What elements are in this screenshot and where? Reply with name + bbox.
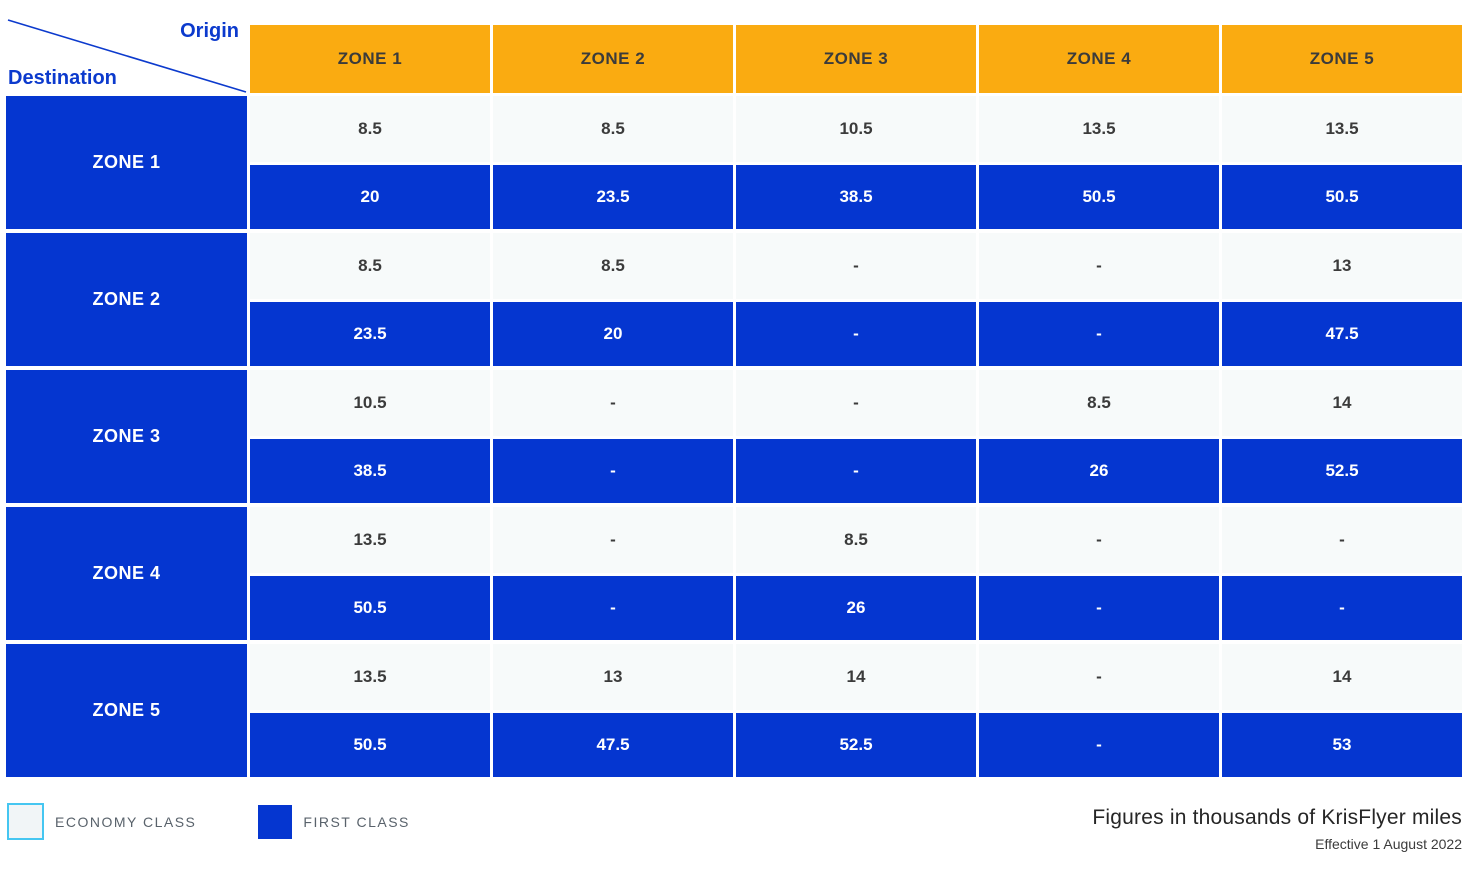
economy-cell: - — [736, 370, 976, 436]
economy-cell: - — [979, 507, 1219, 573]
column-header-zone2: ZONE 2 — [493, 25, 733, 93]
first-class-cell: 23.5 — [493, 165, 733, 229]
footnote-effective-date: Effective 1 August 2022 — [1315, 836, 1462, 852]
row-header-zone1: ZONE 1 — [6, 96, 247, 229]
economy-row: 8.5 8.5 - - 13 — [247, 233, 1462, 299]
first-class-row: 38.5 - - 26 52.5 — [247, 439, 1462, 503]
economy-cell: 8.5 — [250, 96, 490, 162]
economy-cell: 8.5 — [493, 233, 733, 299]
row-header-zone5: ZONE 5 — [6, 644, 247, 777]
first-class-cell: 47.5 — [1222, 302, 1462, 366]
first-class-legend-swatch — [258, 804, 293, 839]
first-class-row: 23.5 20 - - 47.5 — [247, 302, 1462, 366]
economy-cell: - — [1222, 507, 1462, 573]
first-class-cell: - — [979, 576, 1219, 640]
economy-cell: - — [979, 233, 1219, 299]
first-class-row: 50.5 47.5 52.5 - 53 — [247, 713, 1462, 777]
first-class-row: 50.5 - 26 - - — [247, 576, 1462, 640]
economy-cell: - — [493, 507, 733, 573]
miles-table: Origin Destination ZONE 1 ZONE 2 ZONE 3 … — [6, 0, 1462, 777]
first-class-cell: 50.5 — [1222, 165, 1462, 229]
first-class-cell: 50.5 — [979, 165, 1219, 229]
first-class-cell: - — [979, 713, 1219, 777]
first-class-cell: 20 — [250, 165, 490, 229]
economy-legend-label: ECONOMY CLASS — [55, 813, 197, 830]
first-class-cell: 38.5 — [250, 439, 490, 503]
economy-cell: 14 — [1222, 644, 1462, 710]
first-class-cell: 26 — [979, 439, 1219, 503]
first-class-cell: - — [493, 576, 733, 640]
diagonal-line — [7, 19, 247, 93]
economy-legend-swatch — [7, 803, 44, 840]
row-header-zone4: ZONE 4 — [6, 507, 247, 640]
column-header-zone3: ZONE 3 — [736, 25, 976, 93]
economy-cell: - — [736, 233, 976, 299]
column-header-zone1: ZONE 1 — [250, 25, 490, 93]
economy-cell: 8.5 — [979, 370, 1219, 436]
economy-cell: 8.5 — [250, 233, 490, 299]
first-class-cell: - — [979, 302, 1219, 366]
first-class-cell: 23.5 — [250, 302, 490, 366]
footnote: Figures in thousands of KrisFlyer miles … — [1092, 803, 1462, 852]
economy-cell: 13.5 — [250, 507, 490, 573]
first-class-cell: 20 — [493, 302, 733, 366]
economy-cell: - — [979, 644, 1219, 710]
first-class-cell: 38.5 — [736, 165, 976, 229]
first-class-cell: - — [736, 439, 976, 503]
economy-row: 13.5 - 8.5 - - — [247, 507, 1462, 573]
economy-row: 10.5 - - 8.5 14 — [247, 370, 1462, 436]
row-header-zone2: ZONE 2 — [6, 233, 247, 366]
economy-row: 8.5 8.5 10.5 13.5 13.5 — [247, 96, 1462, 162]
first-class-cell: - — [493, 439, 733, 503]
first-class-cell: - — [1222, 576, 1462, 640]
economy-cell: - — [493, 370, 733, 436]
first-class-cell: 53 — [1222, 713, 1462, 777]
first-class-cell: 47.5 — [493, 713, 733, 777]
economy-cell: 13.5 — [250, 644, 490, 710]
first-class-cell: - — [736, 302, 976, 366]
first-class-cell: 50.5 — [250, 576, 490, 640]
table-header-row: Origin Destination ZONE 1 ZONE 2 ZONE 3 … — [6, 0, 1462, 93]
economy-cell: 8.5 — [736, 507, 976, 573]
first-class-cell: 52.5 — [736, 713, 976, 777]
footnote-title: Figures in thousands of KrisFlyer miles — [1092, 806, 1462, 829]
economy-cell: 13.5 — [1222, 96, 1462, 162]
economy-cell: 8.5 — [493, 96, 733, 162]
table-row-zone5: ZONE 5 13.5 13 14 - 14 50.5 47.5 52.5 - … — [6, 644, 1462, 777]
economy-cell: 10.5 — [250, 370, 490, 436]
table-row-zone2: ZONE 2 8.5 8.5 - - 13 23.5 20 - - 47.5 — [6, 233, 1462, 366]
economy-cell: 14 — [736, 644, 976, 710]
economy-row: 13.5 13 14 - 14 — [247, 644, 1462, 710]
column-header-zone4: ZONE 4 — [979, 25, 1219, 93]
economy-cell: 13 — [1222, 233, 1462, 299]
first-class-row: 20 23.5 38.5 50.5 50.5 — [247, 165, 1462, 229]
first-class-cell: 26 — [736, 576, 976, 640]
economy-cell: 13 — [493, 644, 733, 710]
economy-cell: 14 — [1222, 370, 1462, 436]
first-class-legend-label: FIRST CLASS — [303, 813, 410, 830]
first-class-cell: 52.5 — [1222, 439, 1462, 503]
column-header-zone5: ZONE 5 — [1222, 25, 1462, 93]
table-row-zone1: ZONE 1 8.5 8.5 10.5 13.5 13.5 20 23.5 38… — [6, 96, 1462, 229]
first-class-cell: 50.5 — [250, 713, 490, 777]
legend: ECONOMY CLASS FIRST CLASS — [6, 803, 410, 840]
destination-axis-label: Destination — [8, 67, 117, 89]
corner-cell: Origin Destination — [6, 0, 247, 93]
table-row-zone3: ZONE 3 10.5 - - 8.5 14 38.5 - - 26 52.5 — [6, 370, 1462, 503]
table-row-zone4: ZONE 4 13.5 - 8.5 - - 50.5 - 26 - - — [6, 507, 1462, 640]
economy-cell: 10.5 — [736, 96, 976, 162]
footer: ECONOMY CLASS FIRST CLASS Figures in tho… — [6, 803, 1462, 852]
origin-axis-label: Origin — [180, 20, 239, 42]
economy-cell: 13.5 — [979, 96, 1219, 162]
row-header-zone3: ZONE 3 — [6, 370, 247, 503]
